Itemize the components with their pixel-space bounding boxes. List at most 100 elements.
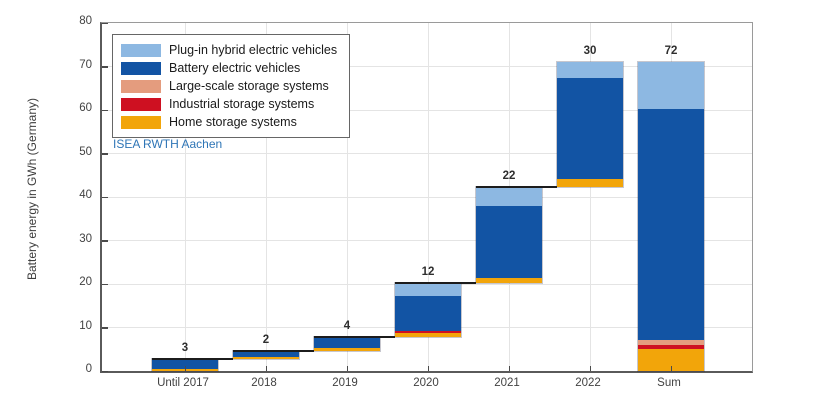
bar-2019	[314, 336, 380, 351]
legend-label-home: Home storage systems	[169, 115, 297, 129]
x-tick	[589, 366, 591, 371]
legend-item-large_scale: Large-scale storage systems	[121, 77, 337, 95]
x-tick-label-2018: 2018	[251, 377, 277, 389]
legend: Plug-in hybrid electric vehicles Battery …	[112, 34, 351, 138]
x-tick	[508, 366, 510, 371]
bar-2022	[557, 62, 623, 188]
bar-segment-bev	[314, 338, 380, 348]
bar-segment-bev	[638, 109, 704, 341]
y-tick	[102, 370, 108, 372]
waterfall-connector	[395, 281, 476, 284]
y-tick-label: 0	[85, 363, 92, 375]
legend-item-home: Home storage systems	[121, 113, 337, 131]
bar-segment-phev	[638, 62, 704, 110]
bar-segment-home	[638, 348, 704, 371]
legend-swatch-phev	[121, 43, 161, 57]
h-gridline	[102, 109, 752, 111]
y-tick-label: 50	[79, 145, 92, 158]
waterfall-connector	[233, 349, 314, 352]
y-tick	[102, 22, 108, 24]
y-tick-label: 10	[79, 319, 92, 332]
y-tick-label: 60	[79, 102, 92, 114]
bar-value-label: 72	[664, 45, 678, 58]
bar-2020	[395, 282, 461, 337]
x-tick	[670, 366, 672, 371]
bar-segment-home	[233, 357, 299, 360]
plot-area: 3 2 4 12 22 30 72	[100, 22, 753, 373]
bar-segment-bev	[476, 205, 542, 278]
x-tick	[427, 366, 429, 371]
x-tick-label-sum: Sum	[657, 377, 681, 389]
h-gridline	[102, 153, 752, 154]
x-tick	[184, 366, 186, 371]
y-tick-label: 70	[79, 58, 92, 71]
h-gridline	[102, 196, 752, 198]
bar-segment-bev	[557, 77, 623, 179]
v-gridline	[346, 23, 348, 371]
x-tick-label-2020: 2020	[413, 377, 439, 389]
x-tick-label-2019: 2019	[332, 377, 358, 389]
y-tick-label: 80	[79, 15, 92, 27]
v-gridline	[265, 23, 267, 371]
bar-2021	[476, 187, 542, 283]
legend-swatch-large_scale	[121, 79, 161, 93]
legend-item-industrial: Industrial storage systems	[121, 95, 337, 113]
x-tick-label-2021: 2021	[494, 377, 520, 389]
bar-value-label: 22	[502, 170, 516, 183]
legend-item-bev: Battery electric vehicles	[121, 59, 337, 77]
v-gridline	[427, 23, 429, 371]
h-gridline	[102, 66, 752, 67]
legend-swatch-industrial	[121, 97, 161, 111]
bar-segment-home	[314, 347, 380, 351]
legend-swatch-home	[121, 115, 161, 129]
waterfall-connector	[152, 358, 233, 361]
y-tick	[102, 153, 108, 155]
bar-segment-phev	[476, 187, 542, 206]
y-tick	[102, 240, 108, 242]
y-tick	[102, 327, 108, 329]
y-axis-label: Battery energy in GWh (Germany)	[25, 97, 39, 281]
waterfall-connector	[476, 186, 557, 189]
bar-segment-phev	[557, 62, 623, 78]
bar-2018	[233, 350, 299, 360]
legend-item-phev: Plug-in hybrid electric vehicles	[121, 41, 337, 59]
y-tick-label: 20	[79, 276, 92, 288]
x-tick	[346, 366, 348, 371]
bar-segment-home	[395, 333, 461, 337]
legend-label-phev: Plug-in hybrid electric vehicles	[169, 43, 338, 57]
y-tick-label: 40	[79, 189, 92, 201]
bar-value-label: 4	[343, 319, 351, 332]
bar-segment-bev	[152, 359, 218, 369]
legend-swatch-bev	[121, 61, 161, 75]
bar-segment-bev	[395, 295, 461, 331]
bar-segment-industrial	[638, 345, 704, 349]
bar-segment-bev	[233, 350, 299, 358]
x-tick-label-until-2017: Until 2017	[157, 377, 209, 389]
bar-value-label: 2	[262, 333, 270, 346]
x-tick	[265, 366, 267, 371]
v-gridline	[184, 23, 186, 371]
y-tick	[102, 109, 108, 111]
bar-segment-industrial	[395, 330, 461, 334]
y-tick-label: 30	[79, 232, 92, 245]
waterfall-connector	[314, 335, 395, 338]
bar-segment-home	[557, 178, 623, 188]
y-tick	[102, 196, 108, 198]
x-tick-label-2022: 2022	[575, 377, 601, 389]
bar-sum	[638, 62, 704, 371]
y-tick	[102, 66, 108, 68]
bar-segment-phev	[395, 282, 461, 296]
bar-value-label: 3	[181, 342, 189, 355]
legend-label-industrial: Industrial storage systems	[169, 97, 315, 111]
bar-segment-large_scale	[638, 340, 704, 346]
v-gridline	[589, 23, 591, 371]
h-gridline	[102, 240, 752, 241]
legend-label-large_scale: Large-scale storage systems	[169, 79, 329, 93]
y-tick	[102, 283, 108, 285]
bar-value-label: 12	[421, 265, 435, 278]
legend-label-bev: Battery electric vehicles	[169, 61, 301, 75]
bar-value-label: 30	[583, 45, 597, 58]
bar-segment-home	[476, 277, 542, 283]
watermark-text: ISEA RWTH Aachen	[113, 137, 223, 151]
